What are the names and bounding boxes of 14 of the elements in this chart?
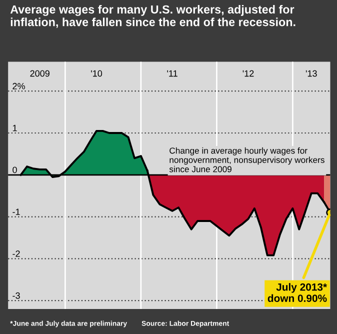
y-tick-label: 2% — [12, 82, 25, 90]
x-tick-label: '10 — [91, 70, 102, 77]
annotation: July 2013* down 0.90% — [268, 283, 328, 302]
y-tick-label: -2 — [12, 250, 20, 257]
x-tick-label: '12 — [242, 70, 254, 77]
y-tick-label: -3 — [12, 292, 20, 299]
chart-title: Average wages for many U.S. workers, adjusted for inflation, have fallen since the end of the recession. — [10, 5, 296, 28]
annotation: Change in average hourly wages for nongovernment, nonsupervisory workers since June 2009 — [169, 147, 324, 172]
x-tick-label: '13 — [306, 70, 317, 77]
x-tick-label: 2009 — [30, 70, 50, 77]
y-tick-label: -1 — [12, 208, 20, 215]
x-tick-label: '11 — [167, 70, 178, 77]
y-tick-label: 1 — [12, 124, 17, 132]
y-tick-label: 0 — [12, 166, 17, 174]
